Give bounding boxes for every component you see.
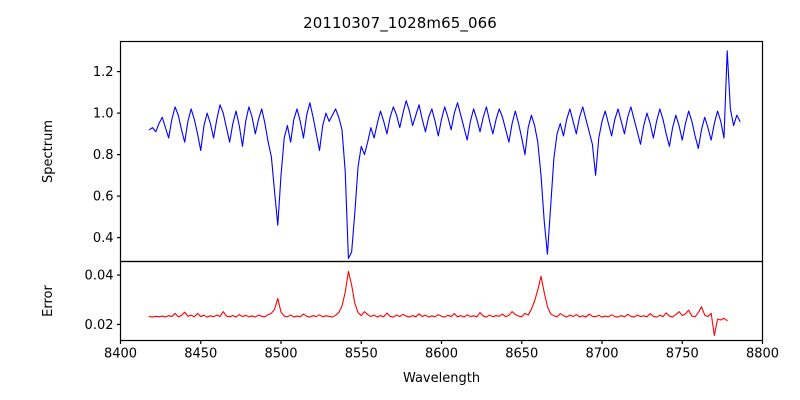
ytick-label-spectrum: 1.0 [93,107,114,122]
ytick-label-spectrum: 0.4 [93,231,114,246]
ytick-label-error: 0.02 [85,318,114,333]
ytick-label-spectrum: 0.6 [93,190,114,205]
xtick-label: 8750 [666,347,699,362]
data-line-spectrum [148,50,741,259]
ylabel-error: Error [41,285,56,317]
xtick-label: 8550 [345,347,378,362]
ytick-label-spectrum: 1.2 [93,65,114,80]
xtick-label: 8500 [264,347,297,362]
ytick-label-spectrum: 0.8 [93,148,114,163]
panel-frame-error [119,260,764,342]
panel-frame-spectrum [119,40,764,263]
ylabel-spectrum: Spectrum [41,120,56,183]
xtick-label: 8450 [184,347,217,362]
page-title: 20110307_1028m65_066 [303,14,497,32]
data-line-error [148,270,728,337]
xtick-label: 8400 [104,347,137,362]
xtick-label: 8650 [505,347,538,362]
xtick-label: 8700 [585,347,618,362]
xtick-label: 8800 [746,347,779,362]
xlabel: Wavelength [403,371,480,386]
ytick-label-error: 0.04 [85,269,114,284]
xtick-label: 8600 [425,347,458,362]
